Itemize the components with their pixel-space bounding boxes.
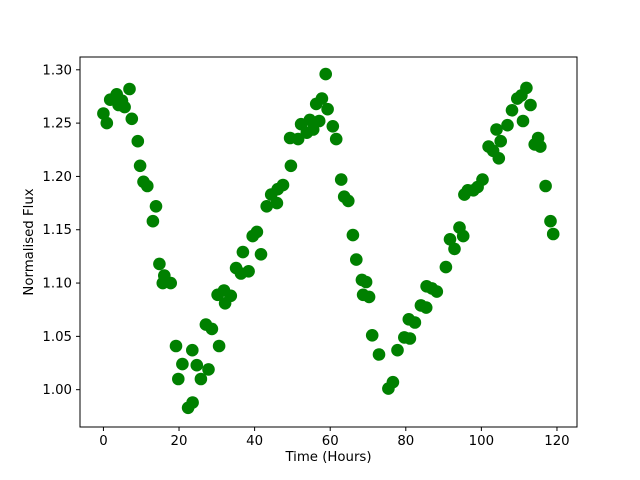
data-point: [312, 114, 326, 128]
data-point: [190, 358, 204, 372]
x-axis-label: Time (Hours): [284, 450, 371, 465]
data-point: [326, 120, 340, 133]
data-point: [346, 228, 360, 242]
y-tick-label: 1.00: [42, 383, 72, 398]
data-point: [205, 322, 219, 336]
data-point: [494, 134, 508, 148]
data-point: [539, 179, 552, 193]
x-tick-label: 80: [397, 434, 414, 449]
data-point: [334, 173, 348, 186]
data-point: [386, 375, 400, 389]
plot-area: [79, 56, 578, 428]
data-point: [501, 118, 514, 132]
data-point: [194, 372, 208, 386]
data-point: [133, 159, 147, 173]
data-point: [123, 82, 136, 96]
y-tick-label: 1.25: [42, 117, 72, 132]
data-point: [505, 104, 519, 117]
data-point: [456, 229, 470, 243]
data-point: [516, 114, 530, 128]
data-point: [321, 102, 334, 116]
data-point: [100, 116, 114, 130]
data-point: [391, 343, 404, 357]
data-point: [342, 194, 355, 208]
data-point: [329, 132, 343, 146]
data-point: [492, 152, 506, 165]
data-point: [403, 332, 417, 345]
data-point: [490, 123, 503, 136]
data-point: [242, 265, 255, 278]
y-tick-label: 1.20: [42, 170, 72, 185]
data-point: [534, 140, 547, 153]
y-tick-label: 1.05: [42, 330, 72, 345]
y-axis-label: Normalised Flux: [22, 188, 37, 295]
data-point: [350, 253, 363, 266]
x-tick-label: 60: [322, 434, 339, 449]
data-point: [303, 113, 317, 127]
data-point: [408, 316, 422, 329]
data-point: [186, 343, 199, 357]
y-tick-label: 1.10: [42, 277, 72, 292]
data-point: [224, 289, 238, 303]
data-point: [250, 225, 264, 239]
x-tick-label: 100: [469, 434, 494, 449]
x-tick-label: 0: [99, 434, 107, 449]
data-point: [315, 92, 329, 105]
data-point: [260, 200, 274, 213]
data-point: [520, 81, 533, 95]
data-point: [164, 276, 177, 290]
axis-ticks: 0 20 40 60 80 100 120 1.00 1.05 1.10 1.15 1.20 1.25 1…: [42, 63, 569, 449]
data-point: [141, 179, 154, 193]
data-point: [544, 214, 557, 228]
data-point: [254, 248, 268, 261]
x-tick-label: 20: [171, 434, 188, 449]
data-point: [419, 301, 433, 314]
data-point: [146, 214, 160, 228]
data-point: [319, 67, 333, 81]
data-point: [186, 396, 199, 409]
data-point: [202, 363, 215, 376]
data-point: [212, 339, 226, 353]
data-point: [131, 134, 145, 148]
data-point: [284, 159, 298, 173]
data-point: [169, 339, 183, 353]
data-point: [443, 233, 457, 246]
data-point: [276, 178, 290, 192]
data-point: [172, 372, 185, 386]
data-point: [118, 100, 131, 114]
data-point: [153, 257, 166, 271]
data-point: [291, 132, 305, 146]
y-tick-label: 1.15: [42, 223, 72, 238]
data-point: [362, 290, 376, 304]
y-tick-label: 1.30: [42, 63, 72, 78]
data-point: [149, 200, 163, 213]
scatter-points: [97, 67, 560, 415]
data-point: [125, 112, 139, 126]
data-point: [439, 260, 453, 274]
data-point: [236, 245, 250, 259]
data-point: [448, 242, 461, 256]
data-point: [476, 173, 489, 186]
data-point: [430, 285, 444, 298]
data-point: [524, 98, 537, 112]
data-point: [546, 227, 560, 241]
data-point: [372, 348, 386, 361]
data-point: [359, 275, 373, 289]
data-point: [365, 329, 379, 342]
data-point: [176, 357, 189, 371]
data-point: [270, 196, 284, 210]
data-point: [97, 107, 110, 120]
x-tick-label: 120: [544, 434, 569, 449]
x-tick-label: 40: [246, 434, 263, 449]
